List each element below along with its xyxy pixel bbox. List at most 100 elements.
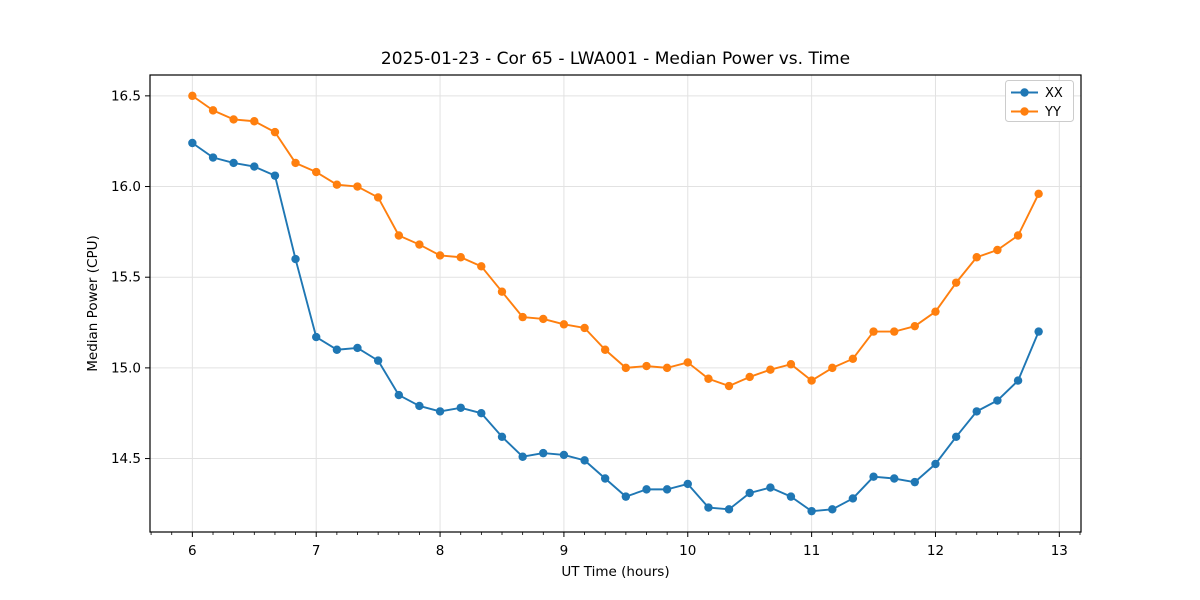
x-axis-label: UT Time (hours) [561,564,669,580]
series-yy-marker [456,253,465,262]
series-yy-marker [559,320,569,329]
series-yy-marker [683,358,692,367]
series-xx-marker [518,452,527,461]
series-xx-marker [621,492,631,501]
x-tick-label: 7 [312,543,321,559]
series-yy-marker [972,253,981,262]
series-yy-marker [1034,189,1043,198]
plot-border [149,74,1082,533]
series-yy-marker [621,363,631,373]
x-tick-label: 10 [679,543,696,559]
series-yy-marker [993,245,1002,255]
series-xx-marker [766,483,775,492]
series-xx-marker [208,153,218,162]
series-xx-marker [931,459,940,469]
series-xx-marker [1034,327,1043,336]
x-tick-label: 9 [560,543,569,559]
x-tick-label: 11 [803,543,820,559]
series-xx-marker [890,474,899,483]
series-xx-marker [497,432,507,441]
series-xx-marker [477,409,486,418]
series-xx-marker [312,332,321,342]
series-yy-marker [332,180,342,189]
y-tick-label: 16.0 [111,179,141,195]
series-yy-marker [188,91,197,101]
series-yy-marker [518,312,527,322]
y-tick-label: 15.0 [111,360,141,376]
series-xx-marker [1013,376,1023,385]
series-xx-marker [229,158,238,168]
series-xx-marker [704,503,713,512]
series-yy-marker [435,251,445,260]
series-yy-marker [353,182,362,191]
series-xx-marker [828,505,837,514]
series-yy-marker [807,376,816,385]
series-xx-marker [456,403,465,412]
series-xx-marker [394,390,404,400]
y-tick-label: 15.5 [111,270,141,286]
series-xx-marker [910,477,919,487]
series-yy-marker [250,117,259,126]
series-yy-marker [373,193,383,202]
series-yy-marker [312,167,321,177]
legend-xx-label: XX [1045,86,1063,101]
x-tick-label: 8 [436,543,445,559]
series-xx-marker [683,479,692,489]
series-xx-marker [250,162,259,171]
series-yy-marker [931,307,940,316]
series-yy-marker [766,365,775,374]
series-xx-marker [993,396,1002,405]
series-xx-marker [786,492,796,501]
series-xx-marker [600,474,610,483]
series-xx-marker [188,138,197,148]
series-yy-marker [394,231,404,240]
series-xx-marker [807,506,816,516]
series-xx-marker [662,485,672,494]
series-xx-marker [353,343,362,353]
series-yy-marker [745,372,754,382]
series-yy-marker [642,361,651,371]
series-yy-marker [910,321,919,331]
series-yy-marker [869,327,878,336]
series-yy-marker [497,287,507,296]
legend-xx-marker-sample [1020,88,1029,97]
series-xx-marker [332,345,342,354]
series-yy-marker [208,106,218,115]
series-yy-marker [890,327,899,336]
series-yy-marker [828,363,837,373]
x-tick-label: 13 [1051,543,1068,559]
series-xx-marker [539,448,548,458]
series-xx-marker [270,171,280,180]
series-yy-marker [415,240,424,249]
series-yy-marker [848,354,858,364]
series-yy-marker [724,381,734,391]
x-tick-label: 6 [188,543,197,559]
series-xx-marker [559,450,569,460]
series-xx-marker [951,432,961,441]
series-yy-marker [270,127,280,137]
series-xx-marker [869,472,878,481]
series-yy-marker [539,314,548,324]
series-yy-marker [1013,231,1023,240]
series-xx-marker [580,456,589,465]
y-tick-label: 16.5 [111,88,141,104]
series-yy-line [191,95,1040,387]
series-yy-marker [580,323,589,333]
series-yy-marker [600,345,610,354]
series-xx-marker [291,254,300,264]
legend-yy-marker-sample [1020,107,1029,116]
series-xx-marker [848,494,858,503]
y-axis-label: Median Power (CPU) [85,235,101,371]
series-yy-marker [786,360,796,369]
series-xx-marker [435,407,445,416]
legend-yy-label: YY [1044,105,1061,120]
series-yy-marker [291,158,300,168]
series-yy-marker [477,262,486,271]
series-yy-marker [951,278,961,287]
series-xx-marker [724,505,734,514]
legend-box [1005,80,1074,122]
legend: XX YY [1005,80,1074,122]
chart-title: 2025-01-23 - Cor 65 - LWA001 - Median Po… [381,49,850,69]
